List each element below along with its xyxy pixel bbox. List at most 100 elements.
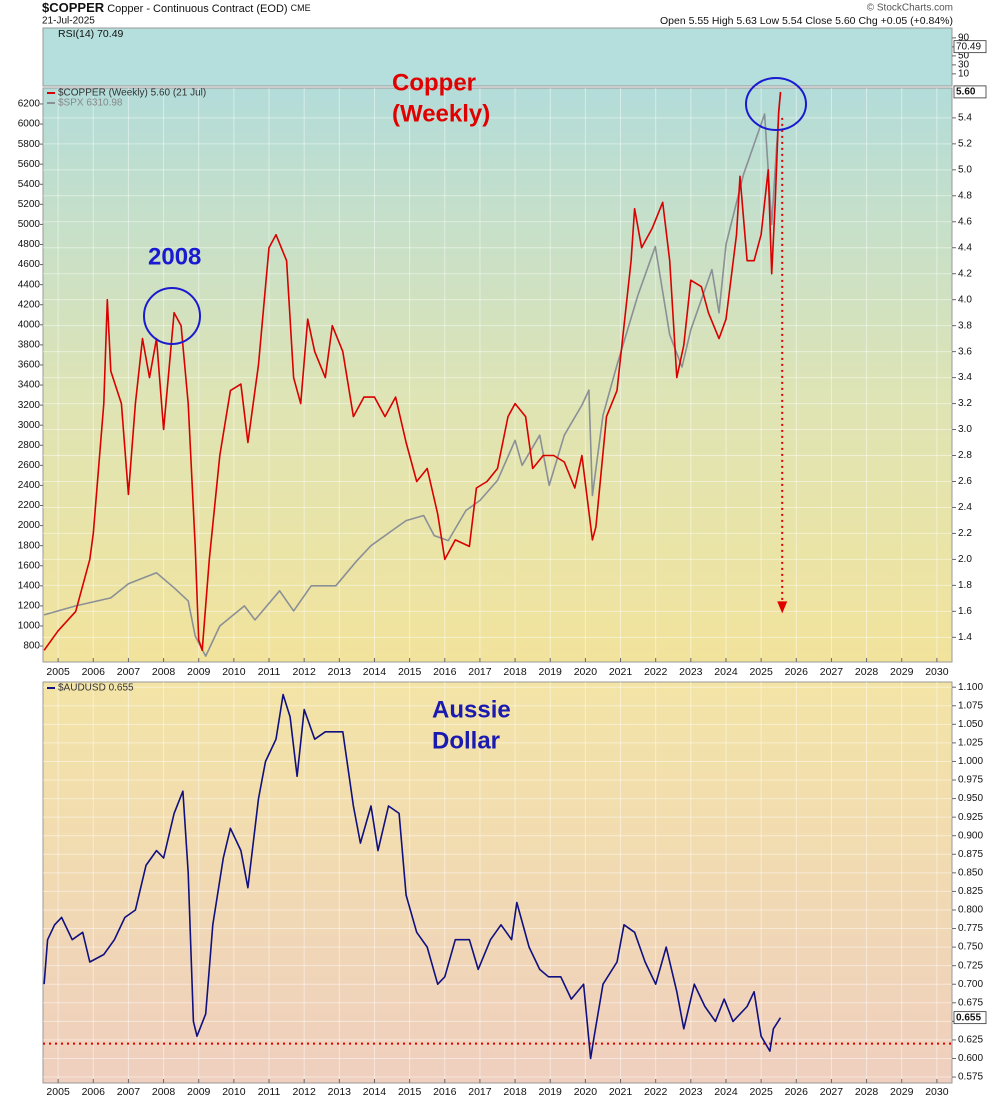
x-tick-label: 2013 [328, 666, 352, 678]
y2-tick-label: 4800 [18, 239, 41, 250]
y-tick-label: 4.2 [958, 268, 972, 279]
x-tick-label: 2017 [468, 666, 492, 678]
x-tick-label: 2022 [644, 666, 668, 678]
y2-tick-label: 5800 [18, 139, 41, 150]
annotation: Copper [392, 69, 476, 96]
x-tick-label: 2030 [925, 666, 949, 678]
x-tick-label: 2007 [117, 666, 141, 678]
date: 21-Jul-2025 [42, 16, 95, 27]
x-tick-label: 2025 [749, 1086, 773, 1098]
y2-tick-label: 6200 [18, 99, 41, 110]
chart-header: $COPPER Copper - Continuous Contract (EO… [42, 0, 311, 15]
description: Copper - Continuous Contract (EOD) [107, 3, 287, 15]
y2-tick-label: 2000 [18, 520, 41, 531]
highlight-circle [745, 77, 807, 131]
y-tick-label: 2.4 [958, 502, 972, 513]
last-value-label: 70.49 [956, 41, 981, 52]
x-tick-label: 2012 [292, 666, 316, 678]
quote: Open 5.55 High 5.63 Low 5.54 Close 5.60 … [660, 15, 953, 27]
y-tick-label: 50 [958, 51, 970, 62]
series-line [43, 693, 782, 1060]
highlight-circle [143, 287, 201, 345]
price-panel [42, 87, 953, 663]
x-tick-label: 2019 [539, 1086, 563, 1098]
y-tick-label: 3.6 [958, 346, 972, 357]
x-tick-label: 2006 [82, 666, 106, 678]
y-tick-label: 1.8 [958, 580, 972, 591]
x-tick-label: 2017 [468, 1086, 492, 1098]
y2-tick-label: 1200 [18, 601, 41, 612]
x-tick-label: 2012 [292, 1086, 316, 1098]
y-tick-label: 1.025 [958, 738, 983, 749]
y-tick-label: 1.6 [958, 606, 972, 617]
x-tick-label: 2029 [890, 666, 914, 678]
y-tick-label: 0.625 [958, 1035, 983, 1046]
y-tick-label: 5.2 [958, 138, 972, 149]
last-value-label: 0.655 [956, 1012, 981, 1023]
y-tick-label: 0.975 [958, 775, 983, 786]
y-tick-label: 0.775 [958, 923, 983, 934]
x-tick-label: 2014 [363, 666, 387, 678]
x-tick-label: 2023 [679, 666, 703, 678]
legend-entry: $COPPER (Weekly) 5.60 (21 Jul) [58, 88, 206, 99]
y-tick-label: 3.0 [958, 424, 972, 435]
x-tick-label: 2018 [503, 1086, 527, 1098]
y2-tick-label: 1000 [18, 621, 41, 632]
x-tick-label: 2026 [785, 1086, 809, 1098]
x-tick-label: 2024 [714, 666, 738, 678]
annotation: Aussie [432, 696, 511, 723]
y2-tick-label: 5200 [18, 199, 41, 210]
x-tick-label: 2011 [258, 666, 281, 678]
plot-layer: 103050709070.491.41.61.82.02.22.42.62.83… [18, 33, 987, 1098]
x-tick-label: 2016 [433, 1086, 457, 1098]
y-tick-label: 0.850 [958, 867, 983, 878]
x-tick-label: 2022 [644, 1086, 668, 1098]
y2-tick-label: 2400 [18, 480, 41, 491]
y-tick-label: 4.0 [958, 294, 972, 305]
y-tick-label: 0.875 [958, 849, 983, 860]
legend-entry: $SPX 6310.98 [58, 98, 123, 109]
x-tick-label: 2019 [539, 666, 563, 678]
x-tick-label: 2009 [187, 666, 211, 678]
x-tick-label: 2007 [117, 1086, 141, 1098]
arrow-head [777, 601, 788, 614]
x-tick-label: 2030 [925, 1086, 949, 1098]
y-tick-label: 2.6 [958, 476, 972, 487]
symbol: $COPPER [42, 0, 105, 15]
x-tick-label: 2023 [679, 1086, 703, 1098]
y2-tick-label: 3200 [18, 400, 41, 411]
rsi-legend: RSI(14) 70.49 [58, 28, 124, 40]
x-tick-label: 2028 [855, 1086, 879, 1098]
y-tick-label: 0.950 [958, 793, 983, 804]
x-tick-label: 2029 [890, 1086, 914, 1098]
y-tick-label: 3.8 [958, 320, 972, 331]
y2-tick-label: 1400 [18, 580, 41, 591]
y2-tick-label: 5600 [18, 159, 41, 170]
series-line [43, 91, 782, 652]
x-tick-label: 2026 [785, 666, 809, 678]
x-tick-label: 2010 [222, 1086, 246, 1098]
y-tick-label: 1.100 [958, 682, 983, 693]
x-tick-label: 2020 [574, 666, 598, 678]
y-tick-label: 0.675 [958, 997, 983, 1008]
exchange: CME [291, 3, 311, 13]
source: © StockCharts.com [867, 3, 953, 14]
y2-tick-label: 3000 [18, 420, 41, 431]
x-tick-label: 2020 [574, 1086, 598, 1098]
annotation: Dollar [432, 727, 500, 754]
y2-tick-label: 2200 [18, 500, 41, 511]
y2-tick-label: 4200 [18, 299, 41, 310]
x-tick-label: 2028 [855, 666, 879, 678]
y-tick-label: 4.8 [958, 190, 972, 201]
x-tick-label: 2027 [820, 666, 844, 678]
y2-tick-label: 6000 [18, 119, 41, 130]
last-value-box [953, 40, 987, 54]
x-tick-label: 2015 [398, 666, 422, 678]
y-tick-label: 0.725 [958, 960, 983, 971]
y-tick-label: 1.000 [958, 756, 983, 767]
y-tick-label: 10 [958, 69, 970, 80]
x-tick-label: 2005 [46, 1086, 70, 1098]
y2-tick-label: 4600 [18, 259, 41, 270]
last-value-box [953, 1011, 987, 1025]
